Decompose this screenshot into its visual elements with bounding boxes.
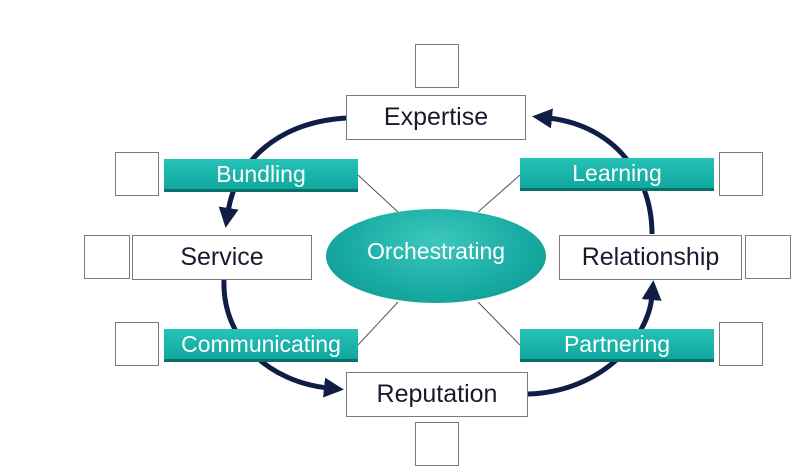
checkbox-learning[interactable] [719,152,763,196]
node-service: Service [132,235,312,280]
checkbox-bundling[interactable] [115,152,159,196]
connector-partnering [477,301,521,346]
checkbox-expertise[interactable] [415,44,459,88]
checkbox-service[interactable] [84,235,130,279]
arrow-expertise-to-service [218,115,347,228]
activity-communicating: Communicating [164,329,358,362]
connector-communicating [357,301,399,346]
node-expertise: Expertise [346,95,526,140]
activity-learning: Learning [520,158,714,191]
arrow-relationship-to-expertise [532,108,655,235]
node-relationship: Relationship [559,235,742,280]
checkbox-communicating[interactable] [115,322,159,366]
checkbox-partnering[interactable] [719,322,763,366]
connector-bundling [357,174,399,213]
center-ellipse-orchestrating: Orchestrating [326,209,546,303]
activity-partnering: Partnering [520,329,714,362]
checkbox-relationship[interactable] [745,235,791,279]
checkbox-reputation[interactable] [415,422,459,466]
node-reputation: Reputation [346,372,528,417]
activity-bundling: Bundling [164,159,358,192]
connector-learning [477,174,521,213]
